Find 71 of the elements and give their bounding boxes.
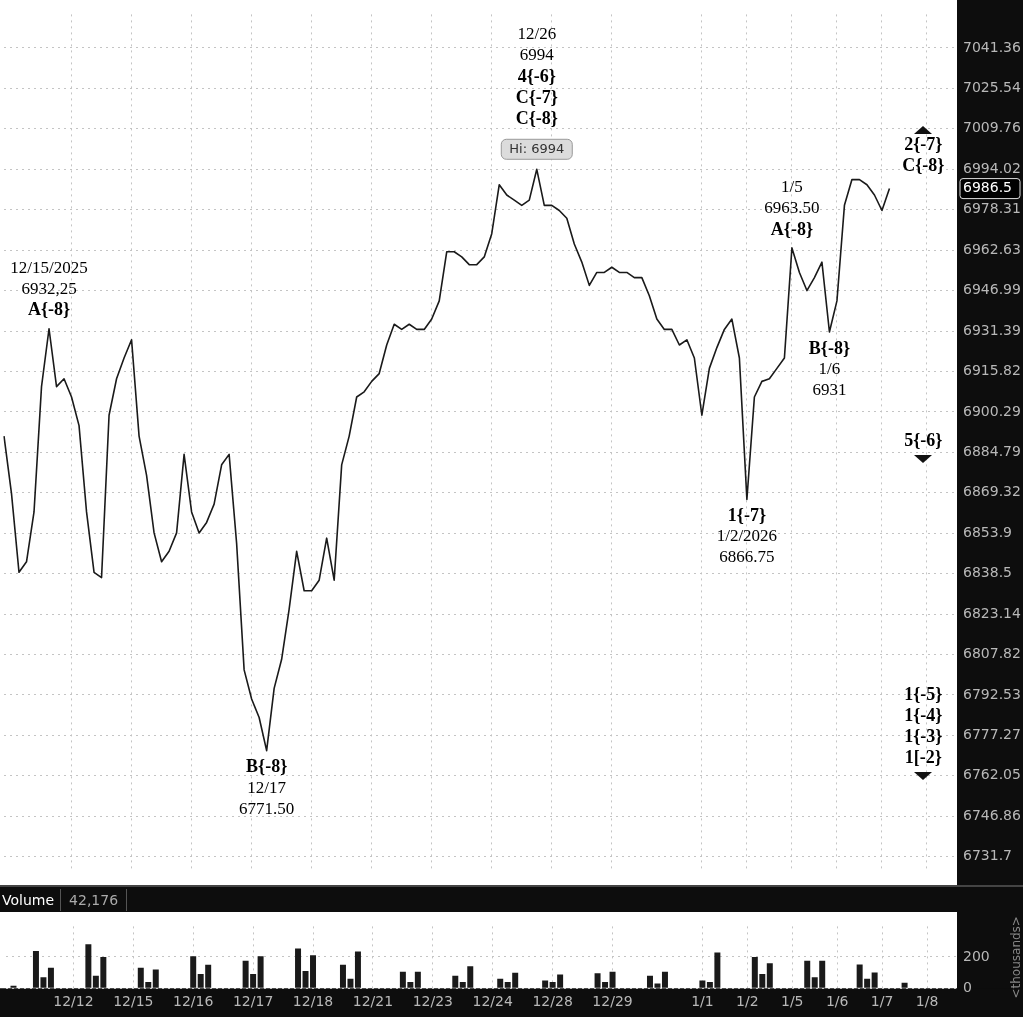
bar — [257, 956, 264, 988]
x-tick-label: 12/24 — [472, 993, 513, 1010]
bar — [414, 971, 421, 988]
bar — [354, 951, 361, 988]
y-tick-label: 200 — [963, 947, 990, 964]
annotation: 2{-7} C{-8} — [902, 133, 945, 175]
annotation: B{-8} 12/17 6771.50 — [239, 756, 295, 818]
y-tick-label: 7009.76 — [963, 119, 1021, 136]
bar — [85, 944, 92, 988]
x-tick-label: 12/28 — [532, 993, 573, 1010]
x-tick-label: 12/15 — [113, 993, 154, 1010]
y-tick-label: 7041.36 — [963, 38, 1021, 55]
bar — [661, 971, 668, 988]
y-tick-label: 6823.14 — [963, 604, 1021, 621]
y-tick-label: 6807.82 — [963, 645, 1021, 662]
annotation: B{-8} 1/6 6931 — [808, 337, 851, 399]
bar — [47, 967, 54, 988]
x-tick-label: 1/1 — [691, 993, 714, 1010]
x-tick-label: 1/5 — [780, 993, 804, 1010]
bar — [190, 956, 197, 988]
y-tick-label: 6946.99 — [963, 281, 1021, 298]
bar — [152, 969, 159, 988]
y-tick-label: 6962.63 — [963, 240, 1021, 257]
y-tick-label: 6884.79 — [963, 442, 1021, 459]
annotation: 1{-5} 1{-4} 1{-3} 1[-2} — [904, 683, 943, 767]
chart-title: Volume — [0, 888, 62, 911]
y-tick-label: 6986.5 — [963, 179, 1012, 196]
x-tick-label: 12/21 — [352, 993, 394, 1010]
annotation: Hi: 6994 — [509, 140, 565, 156]
x-tick-label: 1/7 — [870, 993, 894, 1010]
y-tick-label: 6731.7 — [963, 847, 1012, 864]
x-tick-label: 1/2 — [736, 993, 759, 1010]
x-tick-label: 1/8 — [915, 993, 939, 1010]
bar — [497, 978, 504, 988]
chart-subtitle: 42,176 — [61, 888, 128, 911]
y-tick-label: 6869.32 — [963, 483, 1021, 500]
bar — [699, 980, 706, 988]
x-tick-label: 12/12 — [53, 993, 94, 1010]
y-tick-label: 6853.9 — [963, 523, 1012, 540]
y-tick-label: 6792.53 — [963, 685, 1021, 702]
y-tick-label: 6915.82 — [963, 362, 1021, 379]
bar — [609, 971, 616, 988]
x-tick-label: 12/16 — [173, 993, 214, 1010]
bar — [452, 975, 459, 988]
y-tick-label: 6838.5 — [963, 564, 1012, 581]
annotation: 12/15/2025 6932,25 A{-8} — [10, 257, 88, 320]
x-tick-label: 1/6 — [825, 993, 849, 1010]
annotation: 12/26 6994 4{-6} C{-7} C{-8} — [515, 24, 558, 128]
annotation: 5{-6} — [904, 429, 943, 450]
y-tick-label: 7025.54 — [963, 79, 1021, 96]
bar — [804, 960, 811, 988]
y-tick-label: 6931.39 — [963, 321, 1021, 338]
y-tick-label: 6746.86 — [963, 806, 1021, 823]
y-tick-label: 6900.29 — [963, 402, 1021, 419]
y-axis-title: <thousands> — [1009, 916, 1023, 999]
y-tick-label: 6994.02 — [963, 159, 1021, 176]
x-tick-label: 12/29 — [592, 993, 633, 1010]
annotation: 1{-7} 1/2/2026 6866.75 — [716, 505, 778, 567]
bar — [766, 963, 773, 988]
bar — [295, 948, 302, 988]
bar — [542, 980, 549, 988]
bar — [871, 972, 878, 988]
y-tick-label: 6777.27 — [963, 726, 1021, 743]
x-tick-label: 12/18 — [292, 993, 334, 1010]
x-tick-label: 12/17 — [232, 993, 274, 1010]
y-tick-label: 6762.05 — [963, 766, 1021, 783]
y-tick-label: 0 — [963, 978, 972, 995]
y-tick-label: 6978.31 — [963, 200, 1021, 217]
annotation: 1/5 6963.50 A{-8} — [764, 176, 820, 239]
x-tick-label: 12/23 — [412, 993, 454, 1010]
bar — [901, 982, 908, 988]
